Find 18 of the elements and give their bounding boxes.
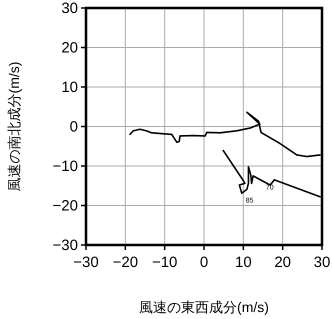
x-tick-label: −30: [73, 254, 99, 271]
x-tick-label: −20: [112, 254, 138, 271]
x-tick-label: 10: [234, 254, 252, 271]
y-tick-label: −30: [52, 237, 78, 254]
y-tick-label: −20: [52, 198, 78, 214]
x-tick-label: −10: [152, 254, 178, 271]
line-series: [129, 111, 321, 158]
x-tick-label: 0: [200, 254, 208, 271]
line-series: [222, 150, 321, 198]
y-tick-label: 0: [70, 118, 78, 136]
y-tick-label: 10: [61, 79, 78, 96]
x-tick-label: 20: [274, 254, 292, 271]
y-tick-label: −10: [52, 158, 78, 175]
y-tick-label: 30: [61, 0, 78, 17]
y-tick-label: 20: [61, 40, 78, 56]
x-axis-title: 風速の東西成分(m/s): [139, 299, 269, 315]
x-tick-label: 30: [314, 254, 330, 271]
y-axis-title: 風速の南北成分(m/s): [6, 62, 22, 192]
